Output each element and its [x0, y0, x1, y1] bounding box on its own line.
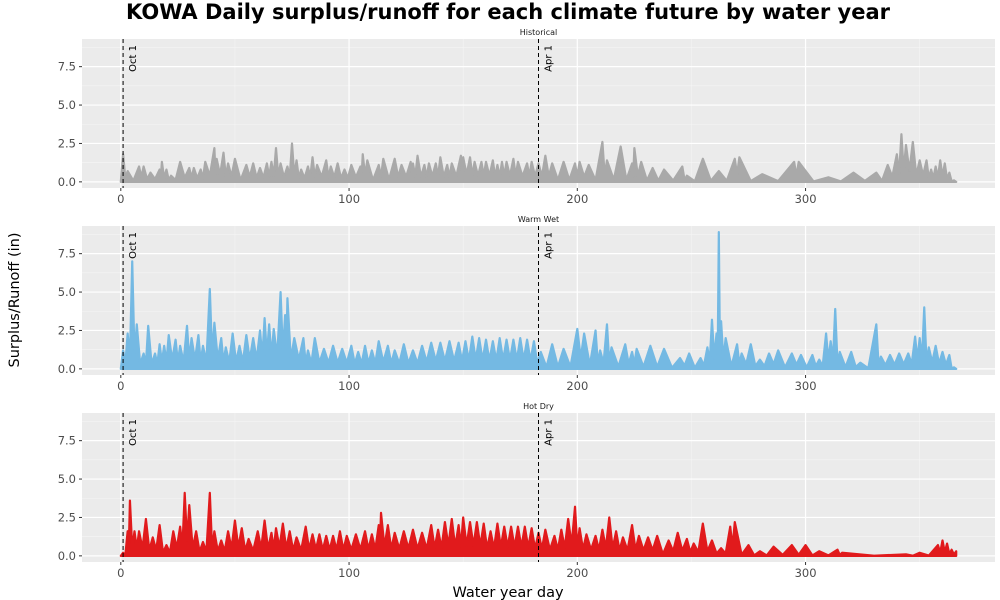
- x-axis-label: Water year day: [452, 585, 564, 600]
- y-tick-label: 5.0: [58, 472, 76, 486]
- x-tick-label: 100: [338, 379, 360, 393]
- y-axis-label: Surplus/Runoff (in): [7, 232, 23, 367]
- y-tick-label: 7.5: [58, 60, 76, 74]
- panel-warm-wet: Warm Wet Oct 1 Apr 1 0.0 2.5 5.0 7.5 0 100 200 300: [58, 215, 995, 393]
- y-tick-label: 5.0: [58, 98, 76, 112]
- y-tick-label: 0.0: [58, 175, 76, 189]
- x-tick-label: 300: [795, 192, 817, 206]
- panel-hot-dry: Hot Dry Oct 1 Apr 1 0.0 2.5 5.0 7.5 0 100 200 300: [58, 402, 995, 580]
- y-tick-label: 7.5: [58, 434, 76, 448]
- y-tick-label: 0.0: [58, 549, 76, 563]
- vertical-marker-label: Apr 1: [544, 45, 555, 72]
- x-tick-label: 300: [795, 566, 817, 580]
- panel-strip-label: Warm Wet: [518, 215, 559, 224]
- x-tick-label: 100: [338, 192, 360, 206]
- y-tick-label: 7.5: [58, 247, 76, 261]
- y-tick-label: 2.5: [58, 323, 76, 337]
- y-tick-label: 2.5: [58, 510, 76, 524]
- panel-strip-label: Historical: [520, 28, 557, 37]
- x-tick-label: 0: [117, 379, 124, 393]
- x-tick-label: 200: [566, 192, 588, 206]
- vertical-marker-label: Apr 1: [544, 419, 555, 446]
- x-tick-label: 100: [338, 566, 360, 580]
- panel-strip-label: Hot Dry: [523, 402, 554, 411]
- x-tick-label: 300: [795, 379, 817, 393]
- x-tick-label: 0: [117, 566, 124, 580]
- vertical-marker-label: Oct 1: [128, 419, 139, 446]
- series-area: [119, 231, 958, 370]
- y-tick-label: 5.0: [58, 285, 76, 299]
- y-tick-label: 0.0: [58, 362, 76, 376]
- x-tick-label: 200: [566, 566, 588, 580]
- panel-historical: Historical Oct 1 Apr 1 0.0 2.5 5.0 7.5 0 100 200 3…: [58, 28, 995, 206]
- facet-panels: Historical Oct 1 Apr 1 0.0 2.5 5.0 7.5 0 100 200 3…: [58, 28, 995, 580]
- x-tick-label: 200: [566, 379, 588, 393]
- x-tick-label: 0: [117, 192, 124, 206]
- vertical-marker-label: Oct 1: [128, 232, 139, 259]
- vertical-marker-label: Oct 1: [128, 45, 139, 72]
- y-tick-label: 2.5: [58, 136, 76, 150]
- series-area: [119, 491, 958, 557]
- vertical-marker-label: Apr 1: [544, 232, 555, 259]
- chart-title: KOWA Daily surplus/runoff for each clima…: [126, 0, 891, 24]
